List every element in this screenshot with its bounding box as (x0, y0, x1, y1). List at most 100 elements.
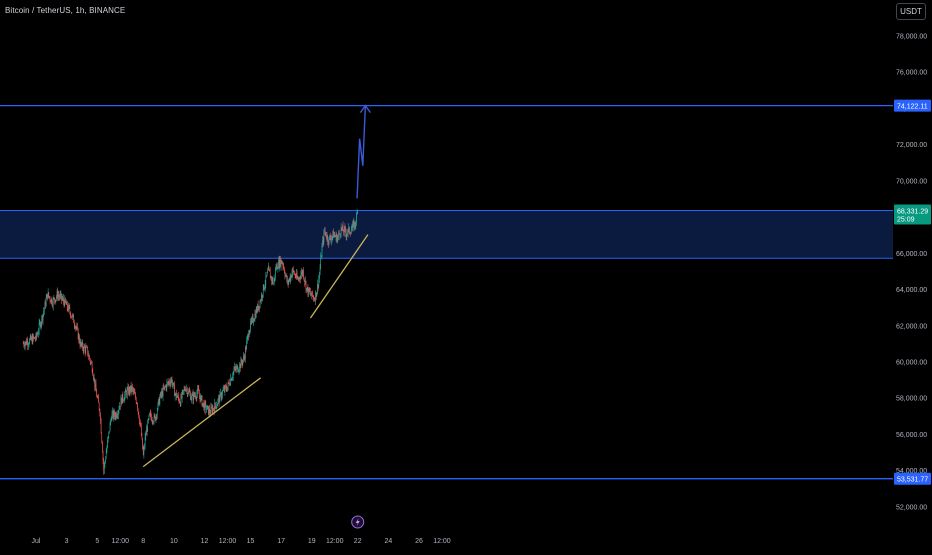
resistance-zone[interactable] (0, 210, 893, 259)
candle-body-198 (149, 413, 150, 416)
candle-body-345 (243, 356, 244, 361)
candle-body-249 (181, 391, 183, 398)
candle-body-55 (58, 295, 59, 298)
candle-body-340 (239, 364, 241, 368)
candle-body-18 (34, 337, 36, 339)
candle-body-326 (231, 378, 232, 381)
candle-body-154 (121, 398, 122, 404)
candle-body-393 (273, 277, 275, 284)
candle-body-136 (109, 422, 111, 432)
x-tick-label-14: 26 (415, 538, 423, 545)
candle-body-202 (151, 420, 153, 422)
candle-body-353 (248, 333, 249, 337)
candle-body-517 (352, 222, 354, 224)
candle-body-39 (47, 292, 49, 299)
candle-body-32 (43, 311, 44, 315)
candle-body-430 (297, 278, 299, 280)
candle-body-205 (153, 415, 155, 423)
candle-body-516 (352, 223, 353, 229)
candle-body-99 (86, 346, 87, 348)
candle-body-13 (31, 337, 32, 340)
y-tick-label-6: 64,000.00 (896, 287, 927, 294)
candle-body-512 (349, 232, 351, 234)
candle-body-155 (121, 394, 123, 404)
candle-body-509 (347, 228, 349, 234)
candle-body-271 (195, 397, 197, 399)
candle-body-475 (326, 236, 327, 239)
candle-body-190 (144, 446, 145, 448)
candle-body-83 (75, 326, 77, 328)
candle-body-342 (241, 359, 242, 363)
candle-body-45 (51, 298, 53, 305)
candle-body-328 (232, 376, 233, 379)
candle-body-407 (282, 262, 284, 267)
candle-body-232 (171, 378, 172, 382)
candle-body-279 (201, 396, 202, 397)
candle-body-288 (206, 406, 208, 410)
projection-path[interactable] (356, 105, 367, 199)
candle-body-8 (28, 344, 29, 346)
candle-body-107 (91, 362, 92, 364)
candle-body-314 (223, 388, 224, 391)
candle-body-417 (289, 277, 290, 281)
candle-body-276 (199, 393, 200, 396)
candle-body-394 (274, 277, 276, 279)
candle-body-231 (170, 381, 171, 385)
candle-body-121 (100, 414, 101, 420)
candle-body-363 (254, 313, 256, 320)
candle-body-263 (190, 398, 192, 400)
candle-body-368 (257, 304, 259, 310)
candle-body-145 (115, 413, 117, 418)
candle-body-169 (130, 385, 132, 391)
candle-body-387 (269, 271, 271, 279)
candle-body-382 (266, 272, 268, 276)
candle-body-93 (82, 342, 83, 349)
candle-body-295 (211, 406, 212, 408)
candle-body-22 (36, 334, 38, 336)
candle-body-442 (305, 281, 306, 283)
candle-body-270 (195, 395, 196, 398)
x-tick-label-2: 5 (95, 538, 99, 545)
candle-body-455 (313, 296, 314, 300)
candle-body-236 (173, 382, 175, 385)
candle-body-252 (183, 388, 185, 391)
candle-body-68 (66, 301, 67, 305)
currency-button[interactable]: USDT (896, 3, 926, 20)
y-tick-label-12: 76,000.00 (896, 70, 927, 77)
candle-body-351 (246, 337, 248, 341)
candle-body-80 (73, 323, 75, 326)
candle-body-496 (339, 233, 341, 236)
candle-body-184 (140, 423, 141, 426)
candle-body-159 (124, 394, 126, 400)
candle-body-24 (38, 331, 39, 334)
candle-body-316 (224, 385, 226, 392)
candle-body-426 (294, 274, 296, 277)
candle-body-228 (168, 381, 170, 383)
candle-body-396 (275, 268, 277, 270)
trendline-0[interactable] (142, 377, 262, 468)
candle-body-218 (162, 391, 163, 397)
candle-body-209 (156, 414, 157, 416)
candle-body-460 (316, 293, 318, 297)
candle-body-330 (233, 369, 235, 373)
candle-body-110 (93, 375, 94, 380)
candle-body-341 (240, 359, 242, 368)
candle-body-518 (353, 222, 355, 229)
candle-body-385 (268, 266, 270, 270)
projection-arrowhead[interactable] (359, 104, 371, 114)
candle-body-384 (268, 266, 269, 271)
candle-body-409 (283, 268, 285, 273)
current-price-label: 68,331.29 (897, 209, 928, 216)
candle-body-485 (332, 231, 334, 237)
candle-body-237 (174, 384, 175, 397)
trendline-1[interactable] (309, 234, 369, 319)
candle-body-322 (228, 382, 230, 384)
candle-body-266 (192, 393, 194, 401)
candle-body-36 (45, 298, 47, 306)
candle-body-323 (229, 382, 230, 385)
candle-body-96 (84, 345, 85, 348)
candle-body-272 (196, 393, 198, 399)
candle-body-172 (132, 388, 134, 392)
